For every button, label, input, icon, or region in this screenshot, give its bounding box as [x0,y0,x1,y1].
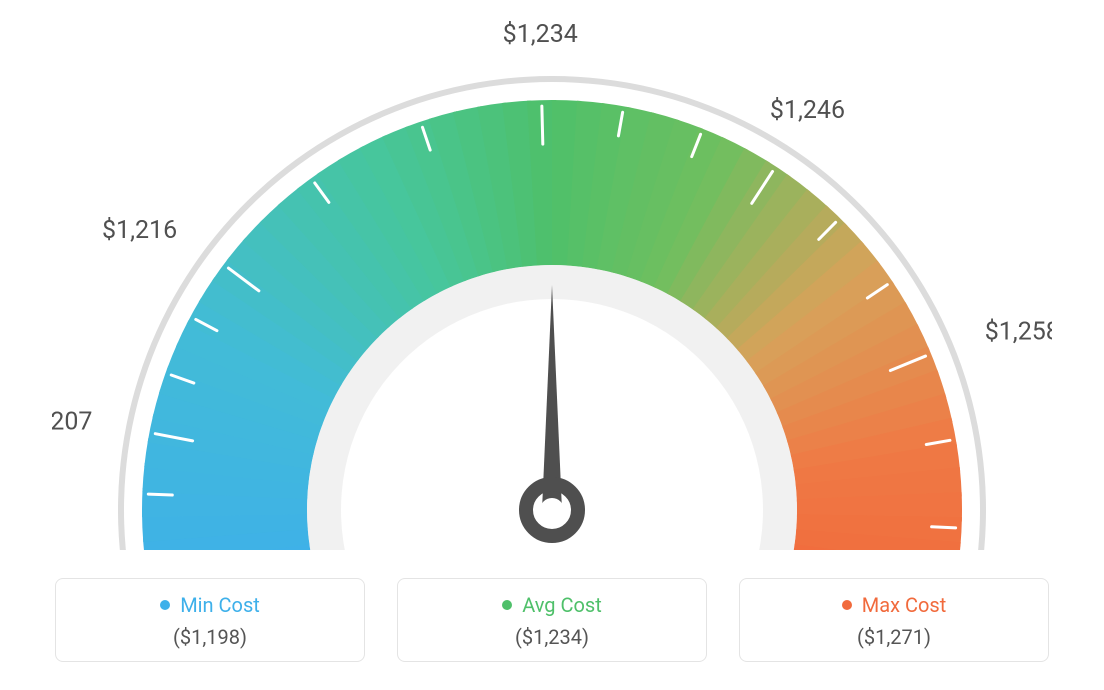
svg-text:$1,216: $1,216 [102,216,177,245]
legend-dot-avg [502,600,512,610]
legend-label-avg: Avg Cost [522,593,602,617]
legend-row: Min Cost ($1,198) Avg Cost ($1,234) Max … [55,578,1049,662]
svg-text:$1,246: $1,246 [770,96,845,125]
legend-label-max: Max Cost [862,593,947,617]
legend-value-min: ($1,198) [66,625,354,649]
svg-text:$1,234: $1,234 [503,20,578,49]
legend-dot-min [160,600,170,610]
legend-card-avg: Avg Cost ($1,234) [397,578,707,662]
legend-card-max: Max Cost ($1,271) [739,578,1049,662]
svg-text:$1,207: $1,207 [52,408,92,437]
legend-card-min: Min Cost ($1,198) [55,578,365,662]
legend-label-min: Min Cost [180,593,260,617]
legend-value-max: ($1,271) [750,625,1038,649]
legend-value-avg: ($1,234) [408,625,696,649]
gauge-chart: $1,198$1,207$1,216$1,234$1,246$1,258$1,2… [52,20,1052,550]
svg-text:$1,258: $1,258 [985,318,1052,347]
legend-dot-max [842,600,852,610]
